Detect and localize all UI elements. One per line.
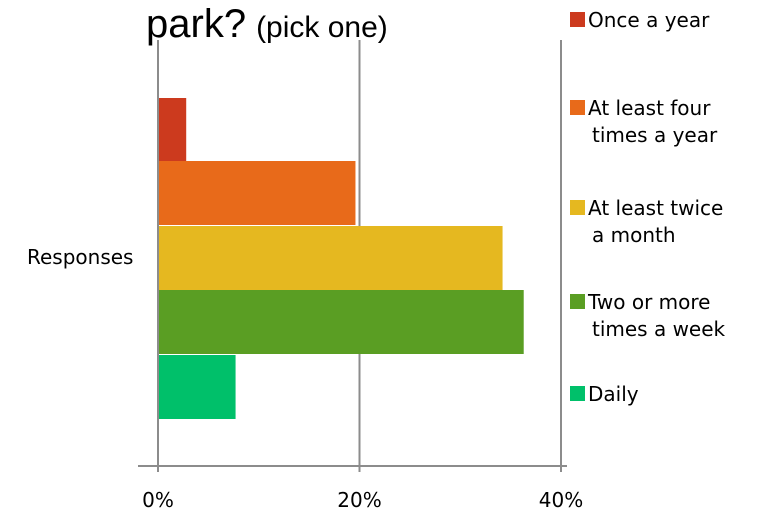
- legend: Once a year At least four times a year At l…: [570, 8, 726, 406]
- legend-swatch: [570, 200, 585, 215]
- x-tick-labels: 0% 20% 40%: [142, 488, 583, 512]
- legend-swatch: [570, 294, 585, 309]
- legend-label: At least twice a month: [588, 196, 723, 247]
- legend-swatch: [570, 100, 585, 115]
- legend-swatch: [570, 386, 585, 401]
- legend-label: Two or more times a week: [587, 290, 726, 341]
- bar-two-or-more-times-a-week: [159, 290, 524, 354]
- bar-at-least-twice-a-month: [159, 226, 503, 290]
- title-main: park?: [146, 2, 246, 46]
- title-subtitle: (pick one): [256, 11, 388, 44]
- bar-layer: [159, 98, 524, 419]
- axis-layer: [138, 40, 567, 472]
- category-label: Responses: [27, 245, 133, 269]
- x-tick-label: 40%: [539, 488, 583, 512]
- chart-title: park? (pick one): [146, 2, 388, 46]
- bar-at-least-four-times-a-year: [159, 161, 356, 225]
- legend-label: At least four times a year: [588, 96, 718, 147]
- x-tick-label: 20%: [337, 488, 381, 512]
- x-tick-label: 0%: [142, 488, 174, 512]
- bar-once-a-year: [159, 98, 187, 161]
- bar-daily: [159, 355, 236, 419]
- legend-label: Daily: [588, 382, 639, 406]
- legend-label: Once a year: [588, 8, 710, 32]
- legend-swatch: [570, 12, 585, 27]
